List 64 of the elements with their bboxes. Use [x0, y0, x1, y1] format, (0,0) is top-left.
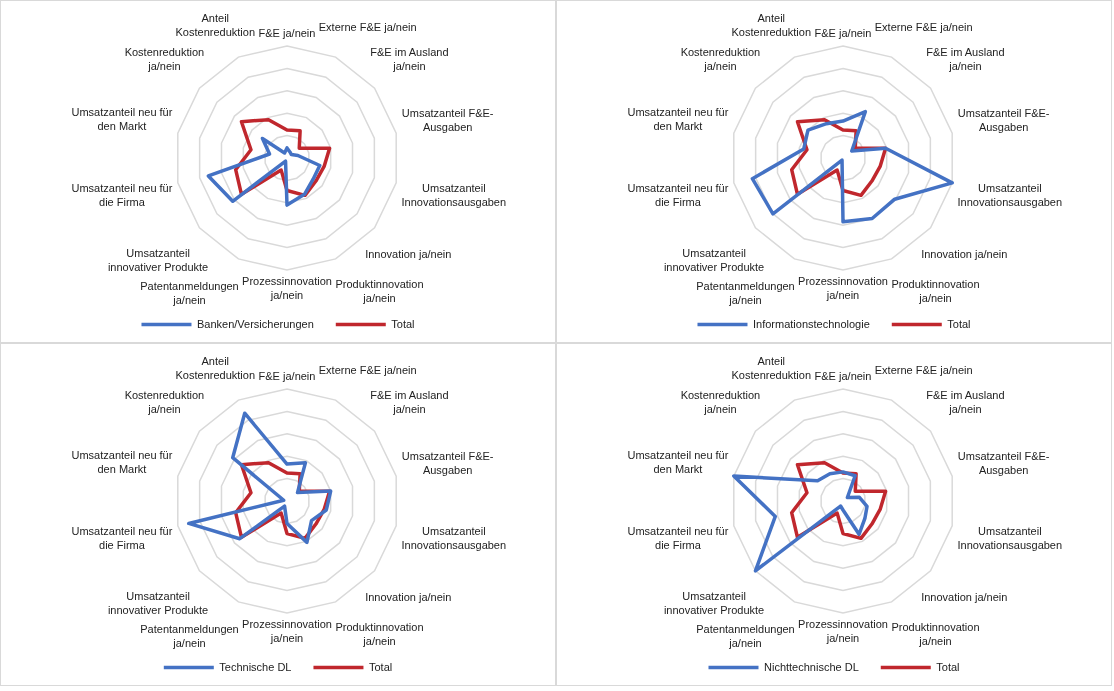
spoke-label: Prozessinnovation ja/nein [798, 275, 888, 302]
spoke-label: Patentanmeldungen ja/nein [140, 280, 239, 307]
legend-label: Nichttechnische DL [764, 660, 859, 673]
spoke-label: F&E im Ausland ja/nein [926, 389, 1005, 416]
spoke-label: Patentanmeldungen ja/nein [696, 280, 795, 307]
spoke-label: Umsatzanteil F&E- Ausgaben [957, 107, 1050, 134]
spoke-label: Umsatzanteil neu für den Markt [627, 106, 729, 133]
spoke-label: Umsatzanteil Innovationsausgaben [957, 182, 1063, 209]
spoke-label: Umsatzanteil Innovationsausgaben [401, 525, 507, 552]
spoke-label: Patentanmeldungen ja/nein [140, 623, 239, 650]
spoke-label: Prozessinnovation ja/nein [798, 618, 888, 645]
spoke-label: Patentanmeldungen ja/nein [696, 623, 795, 650]
legend-label: Total [368, 660, 393, 673]
spoke-label: Produktinnovation ja/nein [891, 621, 980, 648]
legend-label: Total [936, 660, 960, 673]
spoke-label: F&E im Ausland ja/nein [370, 389, 449, 416]
spoke-label: Umsatzanteil neu für die Firma [627, 181, 729, 208]
spoke-label: F&E im Ausland ja/nein [370, 46, 449, 73]
spoke-label: Kostenreduktion ja/nein [124, 46, 205, 73]
spoke-label: Umsatzanteil Innovationsausgaben [957, 525, 1063, 552]
spoke-label: Innovation ja/nein [921, 590, 1008, 603]
spoke-label: Umsatzanteil neu für die Firma [71, 524, 173, 551]
spoke-label: Umsatzanteil F&E- Ausgaben [957, 450, 1050, 477]
spoke-label: Umsatzanteil F&E- Ausgaben [401, 107, 494, 134]
spoke-label: Anteil Kostenreduktion [731, 11, 812, 38]
legend-label: Technische DL [219, 660, 292, 673]
spoke-label: Umsatzanteil neu für die Firma [627, 524, 729, 551]
spoke-label: Produktinnovation ja/nein [891, 278, 980, 305]
legend-label: Total [947, 317, 971, 330]
spoke-label: Umsatzanteil neu für die Firma [71, 181, 173, 208]
spoke-label: Kostenreduktion ja/nein [680, 46, 761, 73]
spoke-label: Umsatzanteil innovativer Produkte [663, 589, 765, 616]
spoke-label: Umsatzanteil Innovationsausgaben [401, 182, 507, 209]
spoke-label: Innovation ja/nein [365, 590, 452, 603]
spoke-label: Externe F&E ja/nein [874, 363, 973, 376]
spoke-label: F&E ja/nein [258, 27, 316, 40]
spoke-label: Produktinnovation ja/nein [335, 621, 424, 648]
spoke-label: Umsatzanteil neu für den Markt [71, 106, 173, 133]
spoke-label: Umsatzanteil innovativer Produkte [107, 246, 209, 273]
spoke-label: Umsatzanteil neu für den Markt [71, 449, 173, 476]
spoke-label: Umsatzanteil F&E- Ausgaben [401, 450, 494, 477]
spoke-label: Anteil Kostenreduktion [175, 11, 256, 38]
spoke-label: Umsatzanteil neu für den Markt [627, 449, 729, 476]
spoke-label: F&E im Ausland ja/nein [926, 46, 1005, 73]
spoke-label: Produktinnovation ja/nein [335, 278, 424, 305]
spoke-label: Kostenreduktion ja/nein [124, 389, 205, 416]
spoke-label: Externe F&E ja/nein [874, 20, 973, 33]
spoke-label: Umsatzanteil innovativer Produkte [107, 589, 209, 616]
spoke-label: Prozessinnovation ja/nein [242, 275, 332, 302]
spoke-label: Anteil Kostenreduktion [175, 354, 256, 381]
legend-label: Total [391, 317, 415, 330]
legend-label: Informationstechnologie [752, 317, 870, 330]
spoke-label: Umsatzanteil innovativer Produkte [663, 246, 765, 273]
spoke-label: F&E ja/nein [258, 370, 316, 383]
spoke-label: Anteil Kostenreduktion [731, 354, 812, 381]
spoke-label: F&E ja/nein [814, 27, 872, 40]
spoke-label: Externe F&E ja/nein [318, 20, 417, 33]
legend-label: Banken/Versicherungen [196, 317, 314, 330]
spoke-label: Innovation ja/nein [921, 247, 1008, 260]
spoke-label: Externe F&E ja/nein [318, 363, 417, 376]
spoke-label: Prozessinnovation ja/nein [242, 618, 332, 645]
spoke-label: Kostenreduktion ja/nein [680, 389, 761, 416]
spoke-label: F&E ja/nein [814, 370, 872, 383]
spoke-label: Innovation ja/nein [365, 247, 452, 260]
